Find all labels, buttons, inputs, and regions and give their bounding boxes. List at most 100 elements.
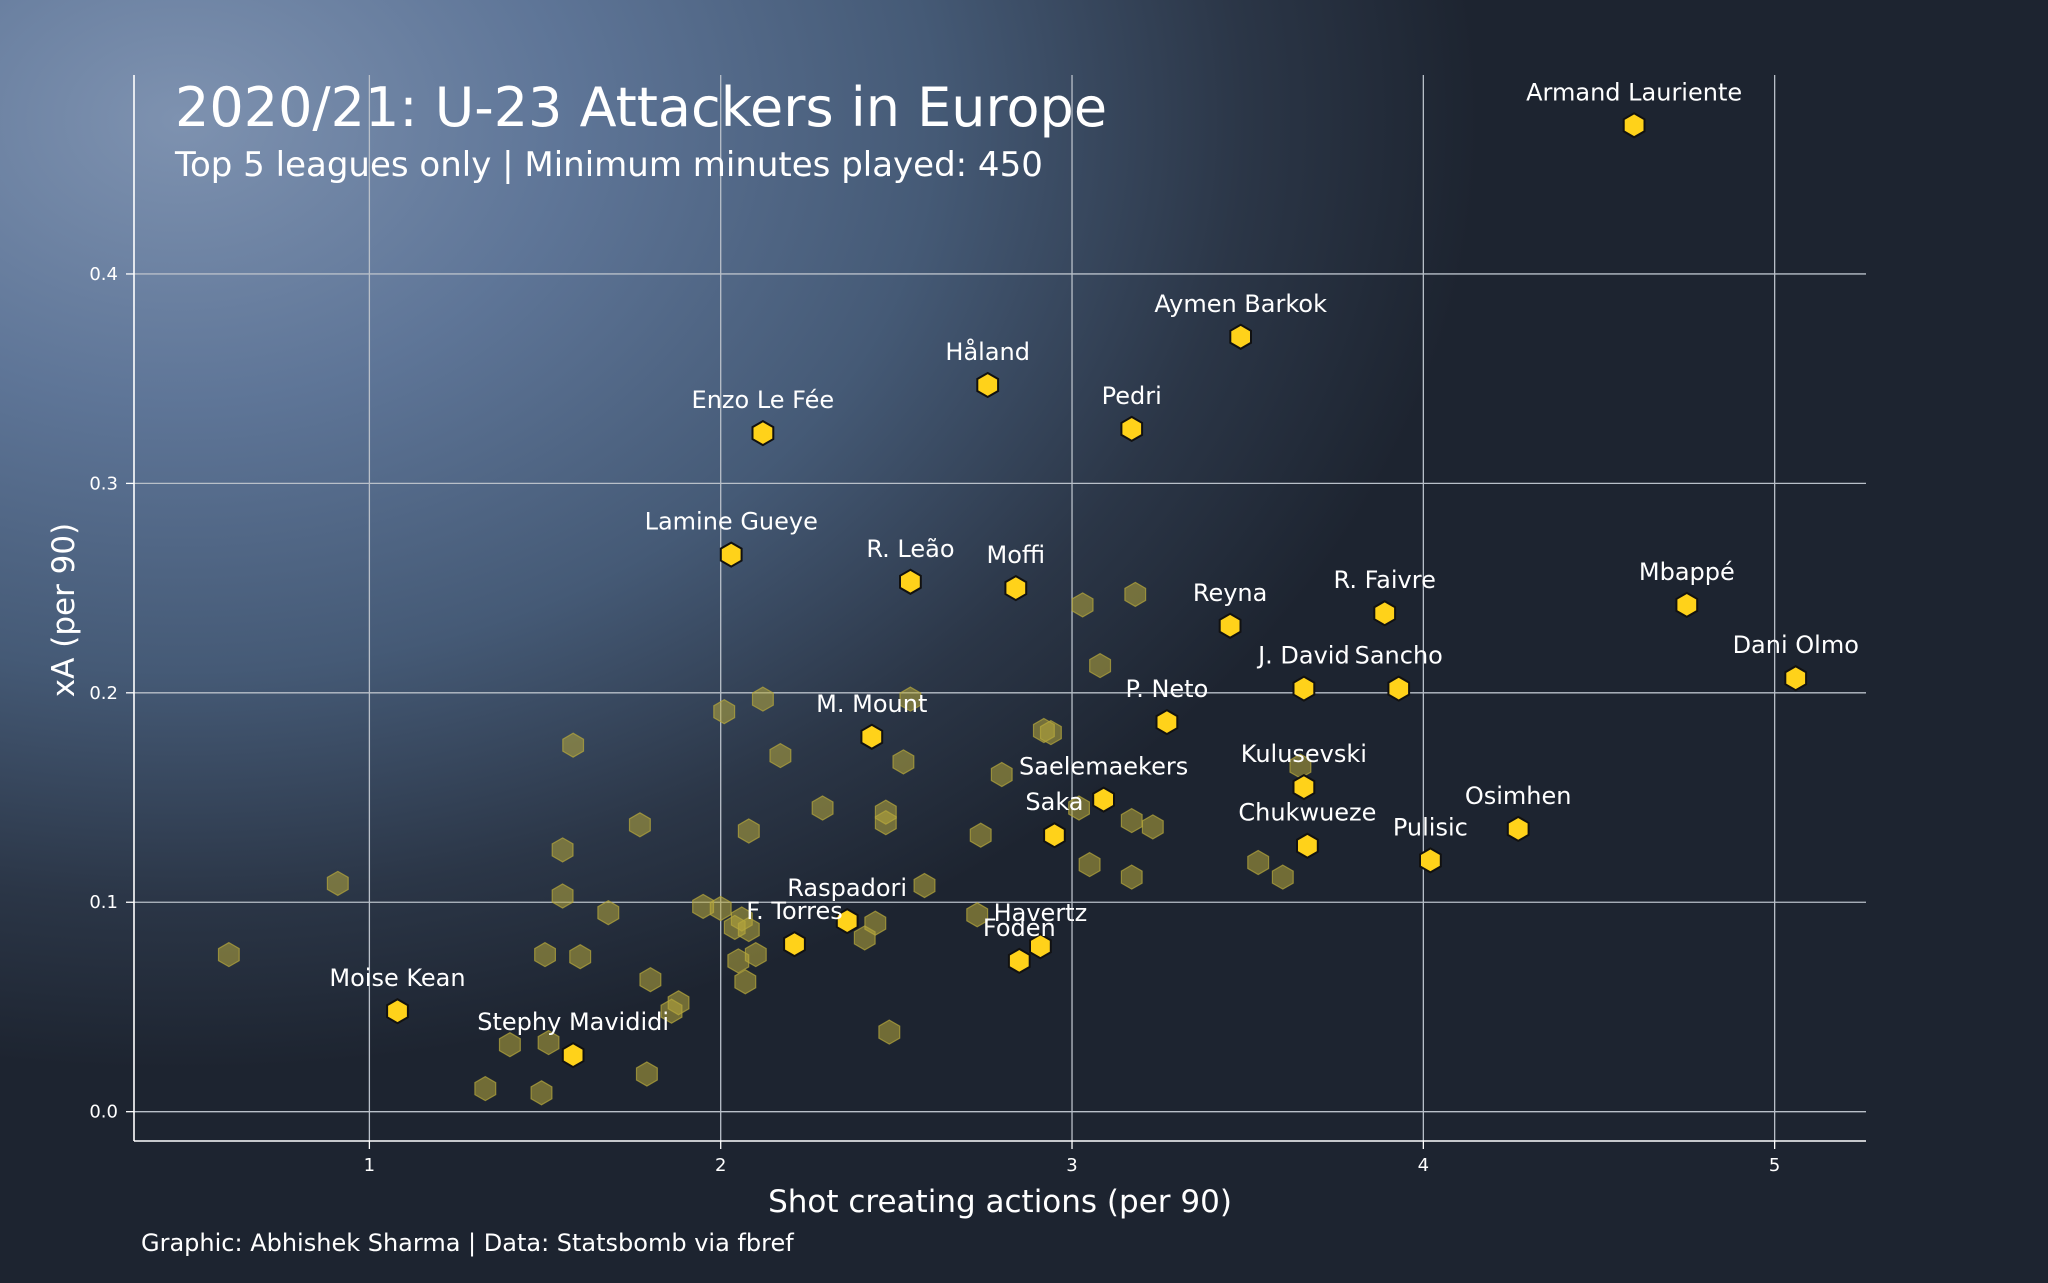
player-label: F. Torres xyxy=(746,897,843,925)
other-player-point xyxy=(537,1029,560,1056)
highlighted-player-point xyxy=(1296,832,1319,859)
other-player-point xyxy=(1120,807,1143,834)
highlighted-player-point xyxy=(1007,947,1031,975)
highlighted-player-point xyxy=(1120,415,1144,443)
player-label: Mbappé xyxy=(1639,558,1735,586)
highlighted-player-point xyxy=(1675,591,1699,619)
highlighted-player-point xyxy=(1506,815,1530,843)
other-player-point xyxy=(1089,652,1112,679)
other-player-point xyxy=(1271,864,1294,890)
other-player-point xyxy=(744,941,767,968)
other-player-point xyxy=(769,742,792,769)
y-tick-label: 0.2 xyxy=(89,683,118,704)
player-label: Moffi xyxy=(987,541,1046,569)
other-player-point xyxy=(562,732,585,758)
player-label: Armand Lauriente xyxy=(1526,78,1742,106)
highlighted-player-point xyxy=(1292,773,1316,801)
player-label: R. Faivre xyxy=(1334,566,1436,594)
highlighted-player-point xyxy=(1229,323,1252,350)
highlighted-player-point xyxy=(1622,112,1646,139)
y-tick-label: 0.4 xyxy=(89,264,118,285)
other-player-point xyxy=(878,1019,901,1045)
other-player-point xyxy=(1247,849,1270,876)
other-player-point xyxy=(639,967,662,993)
other-player-point xyxy=(667,990,690,1016)
player-label: Pedri xyxy=(1102,382,1162,410)
highlighted-player-point xyxy=(1419,847,1442,874)
player-label: Dani Olmo xyxy=(1733,631,1859,659)
highlighted-player-point xyxy=(386,998,409,1025)
other-player-point xyxy=(1124,581,1147,608)
highlighted-player-point xyxy=(1004,574,1028,602)
other-player-point xyxy=(990,761,1013,788)
other-player-point xyxy=(1068,795,1091,821)
x-axis-label: Shot creating actions (per 90) xyxy=(768,1184,1232,1220)
y-tick-label: 0.3 xyxy=(89,473,118,494)
player-label: Stephy Mavididi xyxy=(477,1008,669,1036)
other-player-point xyxy=(713,699,736,725)
other-player-point xyxy=(217,941,240,968)
other-player-point xyxy=(751,686,774,712)
chart-subtitle: Top 5 leagues only | Minimum minutes pla… xyxy=(174,145,1043,185)
highlighted-player-point xyxy=(1155,708,1179,736)
x-tick-label: 5 xyxy=(1769,1155,1780,1176)
highlighted-player-point xyxy=(835,907,859,935)
player-label: J. David xyxy=(1256,642,1350,670)
other-player-point xyxy=(811,795,834,821)
player-label: Saelemaekers xyxy=(1019,753,1188,781)
y-tick-label: 0.1 xyxy=(89,892,118,913)
other-player-point xyxy=(969,822,992,848)
other-player-point xyxy=(1120,864,1143,890)
highlighted-player-point xyxy=(1373,600,1397,627)
highlighted-player-point xyxy=(899,568,922,595)
player-label: Pulisic xyxy=(1393,813,1468,841)
player-label: Chukwueze xyxy=(1238,799,1376,827)
axes-spines xyxy=(133,75,1866,1142)
other-player-point xyxy=(1039,719,1062,746)
player-label: P. Neto xyxy=(1125,675,1208,703)
player-label: Sancho xyxy=(1355,642,1443,670)
player-label: Moise Kean xyxy=(329,964,465,992)
highlighted-player-point xyxy=(1029,933,1052,960)
highlighted-player-point xyxy=(783,930,806,958)
player-label: Raspadori xyxy=(787,874,907,902)
player-label: Lamine Gueye xyxy=(645,508,818,536)
other-player-point xyxy=(569,944,592,970)
gridlines xyxy=(134,75,1866,1141)
other-player-point xyxy=(635,1061,658,1087)
other-player-point xyxy=(1078,851,1101,878)
highlighted-player-point xyxy=(1218,612,1242,639)
other-player-point xyxy=(551,883,574,909)
other-player-point xyxy=(474,1075,497,1102)
highlighted-player-point xyxy=(1292,675,1316,702)
player-label: Havertz xyxy=(994,899,1088,927)
other-player-point xyxy=(628,812,651,838)
other-player-point xyxy=(737,818,760,844)
player-label: Foden xyxy=(983,914,1056,942)
other-player-point xyxy=(709,895,732,922)
other-player-point xyxy=(534,941,557,968)
other-player-point xyxy=(734,969,757,995)
y-tick-label: 0.0 xyxy=(89,1102,118,1123)
axis-ticks: 1 2 3 4 5 0.0 0.1 0.2 0.3 0.4 xyxy=(89,264,1780,1176)
other-player-point xyxy=(737,916,760,943)
other-player-point xyxy=(892,749,915,775)
x-tick-label: 3 xyxy=(1066,1155,1077,1176)
player-label: M. Mount xyxy=(816,690,927,718)
player-label: Osimhen xyxy=(1465,782,1572,810)
chart-title: 2020/21: U-23 Attackers in Europe xyxy=(175,76,1107,139)
player-label: Håland xyxy=(945,337,1030,366)
x-tick-label: 4 xyxy=(1418,1155,1429,1176)
other-player-point xyxy=(864,910,887,936)
other-player-point xyxy=(966,902,989,928)
other-player-point xyxy=(597,900,620,926)
highlighted-player-point xyxy=(1387,675,1411,702)
player-label: Reyna xyxy=(1193,579,1267,607)
player-labels: Armand Lauriente Aymen Barkok Håland Pedri E… xyxy=(329,78,1859,1036)
other-player-point xyxy=(913,872,936,899)
highlighted-player-point xyxy=(976,371,1000,399)
other-player-point xyxy=(551,837,574,863)
other-player-point xyxy=(1141,814,1164,840)
